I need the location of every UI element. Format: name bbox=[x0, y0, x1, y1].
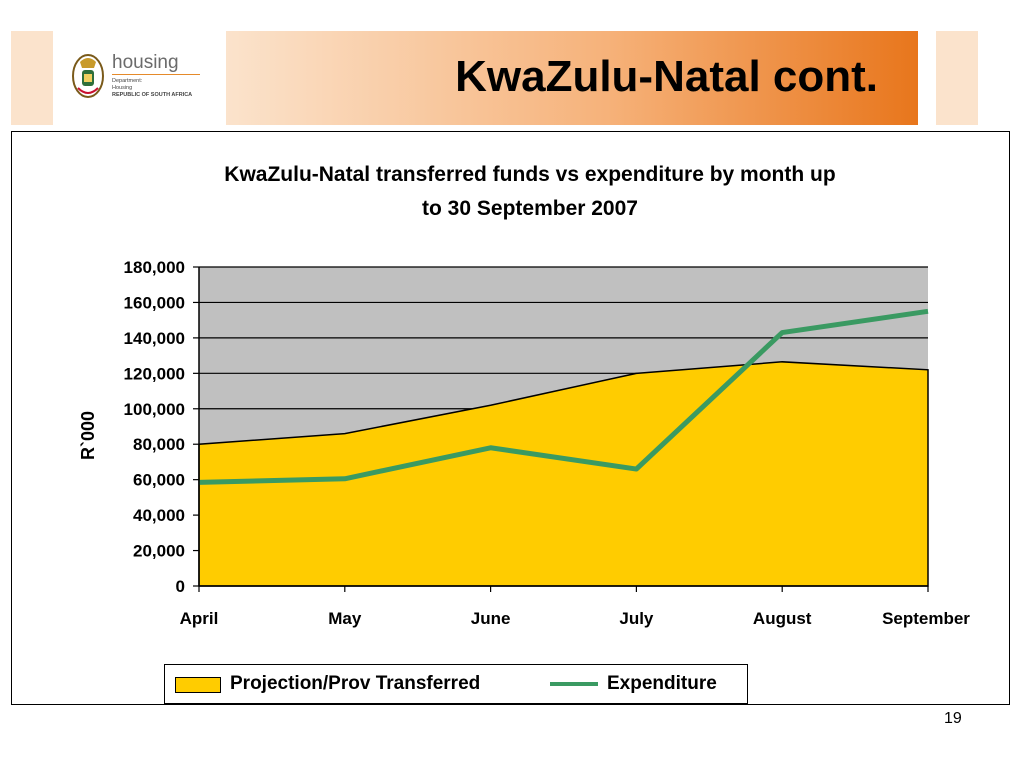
axes bbox=[193, 266, 929, 592]
page-number: 19 bbox=[944, 710, 962, 727]
x-tick-label: August bbox=[753, 609, 812, 628]
logo-divider bbox=[112, 74, 200, 75]
y-tick-label: 20,000 bbox=[133, 542, 185, 561]
chart-title: KwaZulu-Natal transferred funds vs expen… bbox=[120, 158, 940, 226]
logo-republic-line: REPUBLIC OF SOUTH AFRICA bbox=[112, 92, 193, 98]
banner-left-block bbox=[11, 31, 53, 125]
coat-of-arms-icon bbox=[72, 54, 104, 98]
y-tick-label: 180,000 bbox=[124, 258, 185, 277]
x-tick-label: April bbox=[180, 609, 219, 628]
logo-department-line: Department: bbox=[112, 78, 143, 84]
legend-swatch-projection bbox=[175, 677, 221, 693]
chart-title-line-2: to 30 September 2007 bbox=[422, 197, 638, 220]
y-tick-label: 80,000 bbox=[133, 435, 185, 454]
y-tick-label: 100,000 bbox=[124, 400, 185, 419]
y-tick-label: 160,000 bbox=[124, 293, 185, 312]
legend-label-expenditure: Expenditure bbox=[607, 673, 717, 694]
banner-right-block bbox=[936, 31, 978, 125]
chart-frame bbox=[11, 131, 1010, 705]
chart-title-line-1: KwaZulu-Natal transferred funds vs expen… bbox=[224, 163, 836, 186]
y-tick-label: 60,000 bbox=[133, 471, 185, 490]
legend-swatch-expenditure bbox=[550, 682, 598, 686]
title-banner bbox=[226, 31, 918, 125]
y-tick-label: 120,000 bbox=[124, 364, 185, 383]
y-tick-labels: 0 20,000 40,000 60,000 80,000 100,000 120,000 1… bbox=[124, 258, 185, 596]
logo-wordmark: housing bbox=[112, 52, 179, 73]
series-area-projection bbox=[198, 361, 929, 587]
x-tick-label: September bbox=[882, 609, 970, 628]
y-tick-label: 0 bbox=[176, 577, 185, 596]
legend-label-projection: Projection/Prov Transferred bbox=[230, 673, 481, 694]
housing-logo: housing Department: Housing REPUBLIC OF … bbox=[68, 50, 208, 106]
logo-housing-line: Housing bbox=[112, 85, 133, 91]
x-tick-label: May bbox=[328, 609, 362, 628]
slide-title: KwaZulu-Natal cont. bbox=[455, 52, 878, 101]
y-tick-label: 140,000 bbox=[124, 329, 185, 348]
x-tick-label: July bbox=[619, 609, 654, 628]
legend: Projection/Prov Transferred Expenditure bbox=[164, 664, 748, 704]
x-tick-labels: April May June July August September bbox=[180, 609, 971, 628]
y-axis-label: R`000 bbox=[78, 410, 99, 461]
x-tick-label: June bbox=[471, 609, 511, 628]
series-line-expenditure bbox=[198, 308, 929, 485]
y-tick-label: 40,000 bbox=[133, 506, 185, 525]
